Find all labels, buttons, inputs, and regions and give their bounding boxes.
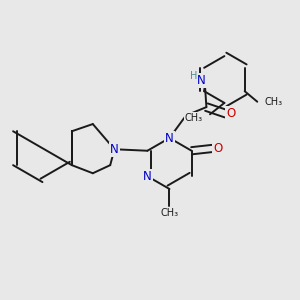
Text: N: N — [110, 143, 119, 156]
Text: O: O — [213, 142, 223, 155]
Text: CH₃: CH₃ — [265, 97, 283, 107]
Text: CH₃: CH₃ — [160, 208, 178, 218]
Text: N: N — [165, 131, 174, 145]
Text: H: H — [190, 71, 197, 81]
Text: O: O — [226, 107, 236, 120]
Text: N: N — [197, 74, 206, 87]
Text: CH₃: CH₃ — [184, 113, 202, 123]
Text: N: N — [143, 170, 152, 183]
